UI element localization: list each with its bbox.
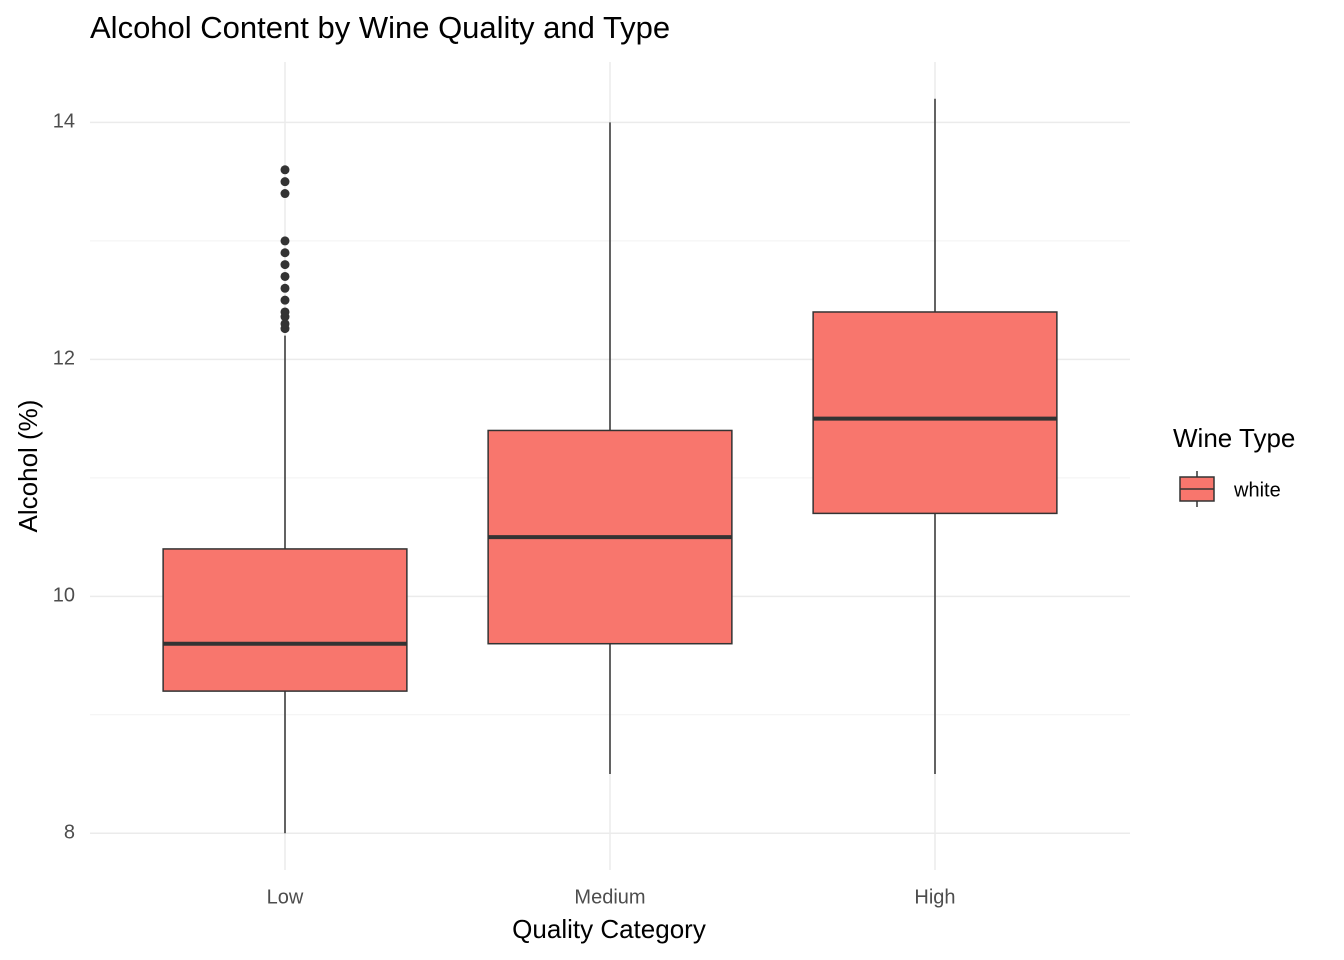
y-tick-label: 12 <box>53 348 75 370</box>
legend-title: Wine Type <box>1173 423 1295 453</box>
chart-title: Alcohol Content by Wine Quality and Type <box>90 10 670 45</box>
outlier <box>280 295 290 305</box>
outlier <box>280 319 290 329</box>
outlier <box>280 248 290 258</box>
x-tick-label: High <box>914 886 955 908</box>
x-tick-label: Low <box>267 886 304 908</box>
x-axis-title: Quality Category <box>512 914 706 944</box>
outlier <box>280 177 290 187</box>
outlier <box>280 260 290 270</box>
outlier <box>280 283 290 293</box>
legend-label: white <box>1233 479 1281 501</box>
box <box>812 311 1058 515</box>
y-tick-label: 10 <box>53 585 75 607</box>
outlier <box>280 189 290 199</box>
y-axis-title: Alcohol (%) <box>13 400 43 533</box>
outlier <box>280 236 290 246</box>
box <box>162 548 408 692</box>
y-tick-label: 14 <box>53 111 75 133</box>
outlier <box>280 307 290 317</box>
outlier <box>280 165 290 175</box>
y-tick-label: 8 <box>64 822 75 844</box>
outlier <box>280 271 290 281</box>
x-tick-label: Medium <box>574 886 645 908</box>
